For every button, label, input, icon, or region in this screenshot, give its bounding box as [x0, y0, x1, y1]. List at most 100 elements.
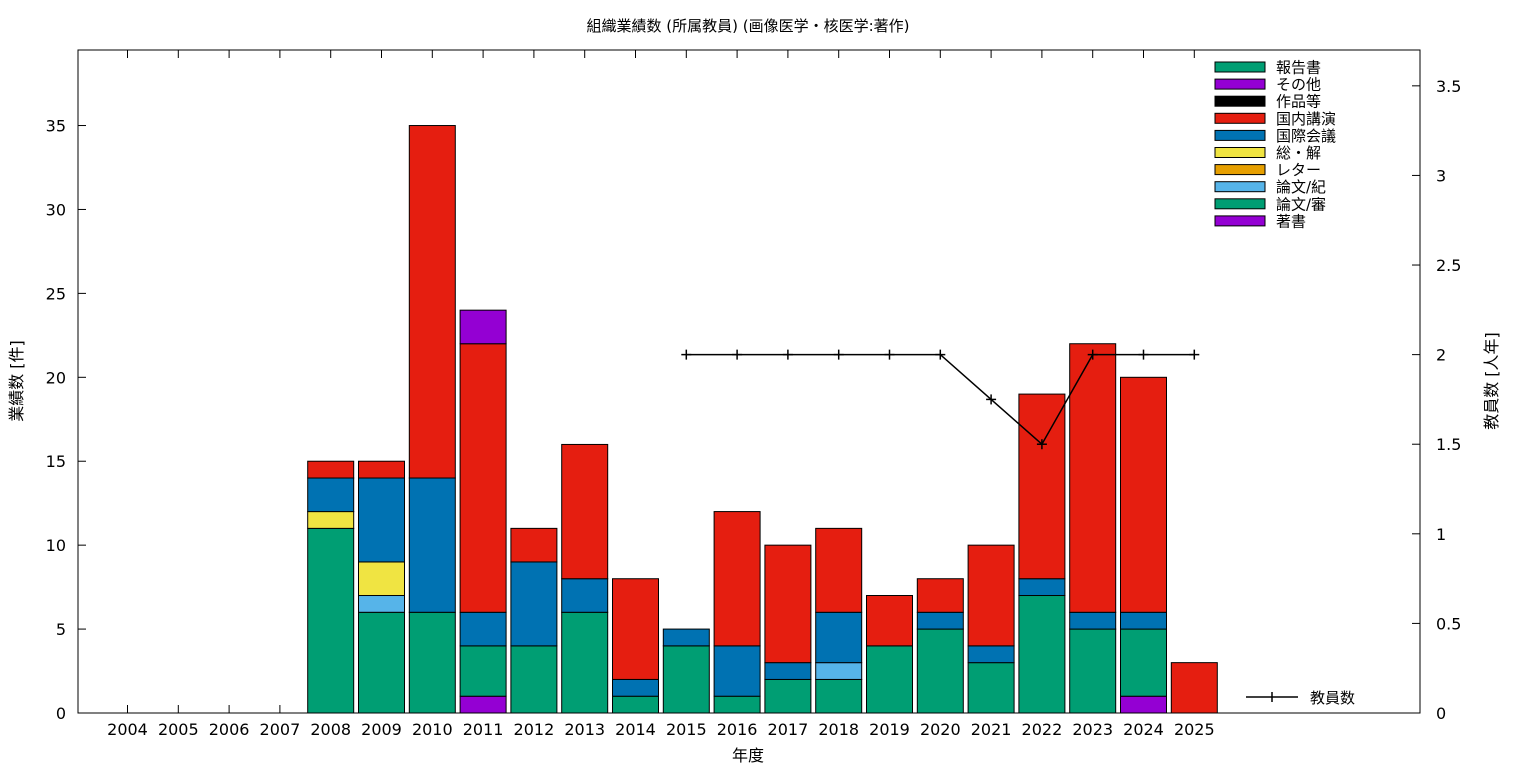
legend-label: 国内講演 — [1276, 110, 1336, 128]
x-tick-label: 2009 — [361, 720, 402, 739]
legend-label-line: 教員数 — [1310, 689, 1355, 707]
legend-swatch — [1214, 78, 1266, 90]
x-tick-label: 2022 — [1022, 720, 1063, 739]
bar-segment — [764, 662, 812, 680]
bar-segment — [459, 645, 507, 697]
x-tick-label: 2011 — [463, 720, 504, 739]
bar-segment — [1018, 393, 1066, 580]
legend-swatch — [1214, 129, 1266, 141]
bar-segment — [307, 511, 355, 529]
x-tick-label: 2007 — [260, 720, 301, 739]
bar-segment — [815, 527, 863, 613]
bar-segment — [561, 443, 609, 580]
legend-label: 論文/審 — [1276, 195, 1326, 213]
bar-segment — [967, 645, 1015, 664]
bar-segment — [866, 595, 913, 647]
bar-segment — [358, 561, 405, 597]
x-tick-label: 2015 — [666, 720, 707, 739]
legend-swatch — [1214, 164, 1266, 176]
bar-segment — [1120, 376, 1167, 613]
x-tick-label: 2016 — [717, 720, 758, 739]
legend-swatch — [1214, 61, 1266, 73]
y2-tick-label: 0.5 — [1436, 614, 1461, 633]
bar-segment — [916, 578, 964, 613]
bar-segment — [1018, 578, 1066, 597]
bar-segment — [764, 678, 812, 714]
x-tick-label: 2012 — [514, 720, 555, 739]
y-tick-label: 35 — [46, 117, 66, 136]
bar-segment — [561, 611, 609, 714]
bar-segment — [459, 611, 507, 647]
legend-swatch — [1214, 147, 1266, 158]
legend-label: 総・解 — [1276, 144, 1321, 162]
bar-segment — [307, 477, 355, 513]
bar-segment — [1018, 595, 1066, 714]
y2-tick-label: 2.5 — [1436, 256, 1461, 275]
x-tick-label: 2024 — [1123, 720, 1164, 739]
bar-segment — [612, 678, 659, 697]
bar-segment — [713, 695, 761, 714]
legend-label: 報告書 — [1276, 59, 1321, 77]
bar-segment — [459, 343, 507, 613]
bar-segment — [307, 527, 355, 714]
legend-swatch — [1214, 181, 1266, 193]
bar-segment — [510, 527, 558, 563]
bar-segment — [815, 662, 863, 680]
legend-label: 国際会議 — [1276, 127, 1336, 145]
bar-segment — [612, 578, 659, 680]
x-tick-label: 2004 — [107, 720, 148, 739]
y2-tick-label: 1 — [1436, 525, 1446, 544]
legend-label: 作品等 — [1276, 93, 1321, 111]
bar-segment — [866, 645, 913, 714]
y2-tick-label: 3 — [1436, 166, 1446, 185]
bar-segment — [662, 628, 710, 647]
bar-segment — [815, 678, 863, 714]
bar-segment — [713, 645, 761, 697]
bar-segment — [408, 125, 456, 479]
legend-swatch — [1214, 95, 1266, 107]
bar-segment — [1120, 611, 1167, 630]
bar-segment — [510, 645, 558, 714]
x-tick-label: 2010 — [412, 720, 453, 739]
bar-group — [307, 125, 1218, 714]
y-tick-label: 15 — [46, 452, 66, 471]
bar-segment — [358, 460, 405, 479]
y2-tick-label: 3.5 — [1436, 77, 1461, 96]
legend-label: 論文/紀 — [1276, 178, 1326, 196]
legend-label: 著書 — [1276, 212, 1306, 230]
bar-segment — [1120, 628, 1167, 697]
x-tick-label: 2018 — [818, 720, 859, 739]
x-tick-label: 2005 — [158, 720, 199, 739]
x-tick-label: 2013 — [564, 720, 605, 739]
bar-segment — [1069, 343, 1117, 613]
bar-segment — [713, 511, 761, 647]
x-tick-label: 2023 — [1072, 720, 1113, 739]
line-series-teachers — [686, 353, 1195, 446]
x-tick-label: 2025 — [1174, 720, 1215, 739]
y2-tick-label: 0 — [1436, 704, 1446, 723]
x-tick-label: 2008 — [310, 720, 351, 739]
bar-segment — [662, 645, 710, 714]
bar-segment — [1170, 662, 1218, 714]
bar-segment — [967, 662, 1015, 714]
y2-tick-label: 1.5 — [1436, 435, 1461, 454]
y-tick-label: 0 — [56, 704, 66, 723]
chart-title: 組織業績数 (所属教員) (画像医学・核医学:著作) — [586, 17, 909, 35]
x-tick-label: 2014 — [615, 720, 656, 739]
y-tick-label: 20 — [46, 368, 66, 387]
y-tick-label: 25 — [46, 284, 66, 303]
y2-tick-label: 2 — [1436, 346, 1446, 365]
x-tick-label: 2020 — [920, 720, 961, 739]
bar-segment — [916, 611, 964, 630]
legend-label: レター — [1276, 161, 1321, 179]
x-tick-label: 2021 — [971, 720, 1012, 739]
bar-segment — [1069, 628, 1117, 714]
bar-segment — [1069, 611, 1117, 630]
bar-segment — [358, 595, 405, 613]
legend-swatch — [1214, 215, 1266, 227]
bar-segment — [916, 628, 964, 714]
